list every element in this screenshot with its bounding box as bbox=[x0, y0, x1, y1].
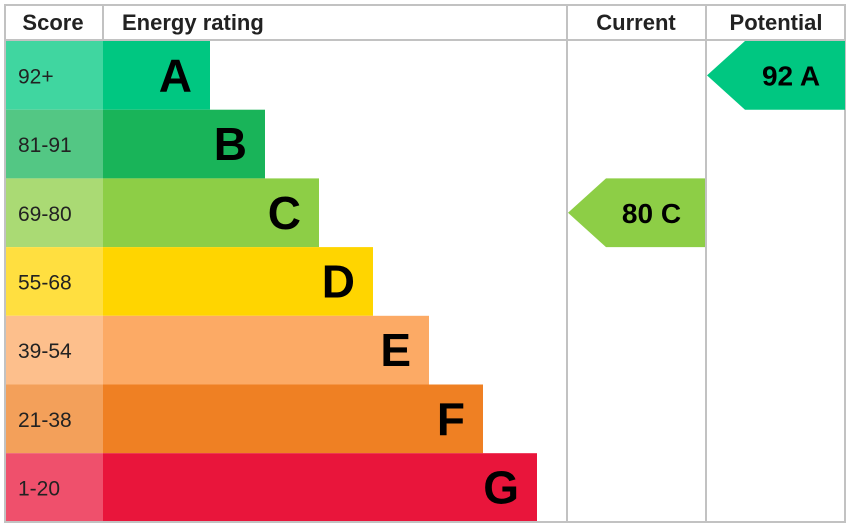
current-rating-arrow bbox=[568, 178, 705, 248]
score-cell-d bbox=[6, 247, 103, 316]
rating-letter-a: A bbox=[159, 49, 192, 101]
score-range-c: 69-80 bbox=[18, 203, 72, 226]
current-rating-label: 80 C bbox=[622, 198, 681, 229]
score-cell-f bbox=[6, 384, 103, 454]
energy-rating-header: Energy rating bbox=[122, 10, 264, 35]
score-range-g: 1-20 bbox=[18, 478, 60, 501]
rating-letter-f: F bbox=[437, 393, 465, 445]
rating-bar-e bbox=[103, 315, 429, 385]
rating-letter-d: D bbox=[322, 255, 355, 307]
rating-bar-d bbox=[103, 247, 373, 316]
rating-letter-c: C bbox=[268, 187, 301, 239]
score-range-e: 39-54 bbox=[18, 340, 72, 363]
score-cell-e bbox=[6, 315, 103, 385]
score-cell-g bbox=[6, 453, 103, 522]
table-grid bbox=[4, 4, 846, 523]
potential-header: Potential bbox=[730, 10, 823, 35]
rating-bands: 92+ A 81-91 B 69-80 C 55-68 D 39-54 E 21-38 F 1-20 G bbox=[6, 41, 537, 522]
rating-bar-b bbox=[103, 109, 265, 179]
score-range-a: 92+ bbox=[18, 65, 54, 88]
rating-bar-f bbox=[103, 384, 483, 454]
potential-rating-indicator: 92 A bbox=[707, 41, 845, 110]
potential-rating-arrow bbox=[707, 41, 845, 110]
rating-bar-g bbox=[103, 453, 537, 522]
score-header: Score bbox=[22, 10, 83, 35]
rating-letter-b: B bbox=[214, 118, 247, 170]
potential-rating-label: 92 A bbox=[762, 60, 820, 91]
score-range-f: 21-38 bbox=[18, 409, 72, 432]
score-range-b: 81-91 bbox=[18, 134, 72, 157]
rating-bar-c bbox=[103, 178, 319, 248]
current-header: Current bbox=[596, 10, 676, 35]
rating-letter-e: E bbox=[380, 324, 411, 376]
rating-letter-g: G bbox=[483, 462, 519, 514]
current-rating-indicator: 80 C bbox=[568, 178, 705, 248]
score-cell-b bbox=[6, 109, 103, 179]
score-range-d: 55-68 bbox=[18, 271, 72, 294]
rating-bar-a bbox=[103, 41, 210, 110]
score-cell-a bbox=[6, 41, 103, 110]
score-cell-c bbox=[6, 178, 103, 248]
